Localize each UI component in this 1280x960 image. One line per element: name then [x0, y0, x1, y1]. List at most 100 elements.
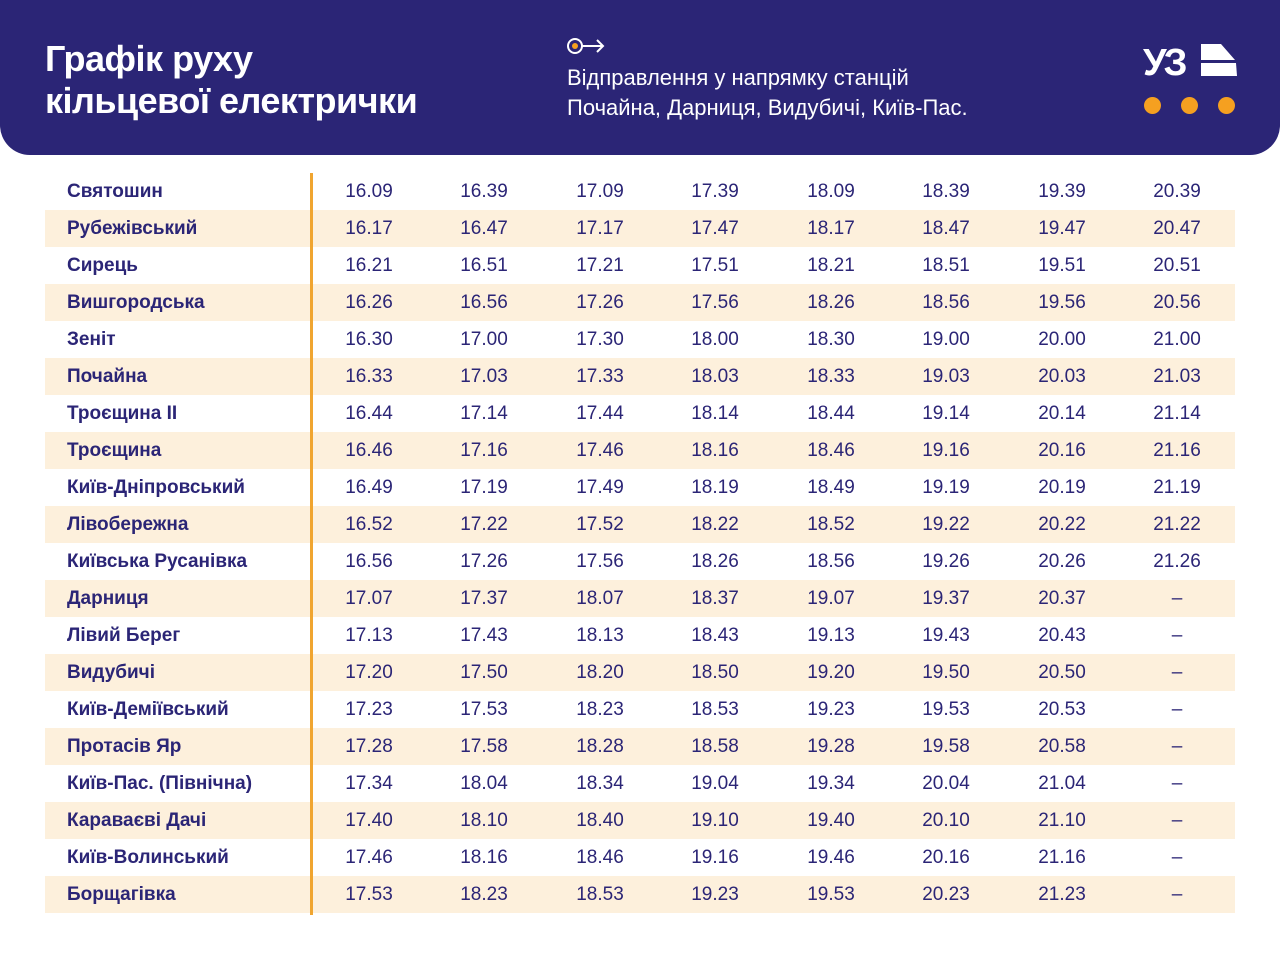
departure-time: 21.16: [1038, 846, 1086, 868]
departure-time: 20.37: [1038, 587, 1086, 609]
departure-time: 18.50: [691, 661, 739, 683]
departure-time: 19.14: [922, 402, 970, 424]
departure-time: 18.21: [807, 254, 855, 276]
departure-time: 19.46: [807, 846, 855, 868]
table-row: Караваєві Дачі 17.40 18.10 18.40 19.10 19.40 2…: [45, 802, 1235, 839]
departure-time: 18.22: [691, 513, 739, 535]
station-name: Святошин: [67, 180, 163, 202]
departure-time: 16.17: [345, 217, 393, 239]
station-name: Протасів Яр: [67, 735, 182, 757]
departure-time: 18.26: [807, 291, 855, 313]
departure-time: 17.09: [576, 180, 624, 202]
departure-time: 21.00: [1153, 328, 1201, 350]
station-name: Вишгородська: [67, 291, 205, 313]
departure-time: 21.10: [1038, 809, 1086, 831]
departure-time: 19.28: [807, 735, 855, 757]
departure-time: 16.44: [345, 402, 393, 424]
station-name: Троєщина: [67, 439, 162, 461]
departure-time: 18.20: [576, 661, 624, 683]
departure-time: 21.23: [1038, 883, 1086, 905]
departure-time: 19.58: [922, 735, 970, 757]
departure-time: 18.03: [691, 365, 739, 387]
departure-time: 19.43: [922, 624, 970, 646]
departure-time: 20.10: [922, 809, 970, 831]
dot-icon: [1218, 97, 1235, 114]
departure-time: 18.39: [922, 180, 970, 202]
departure-time: 17.07: [345, 587, 393, 609]
departure-time: 18.33: [807, 365, 855, 387]
departure-time: –: [1171, 661, 1183, 683]
schedule-table: Святошин 16.09 16.39 17.09 17.39 18.09 18.39 19…: [45, 173, 1235, 913]
departure-time: 18.56: [807, 550, 855, 572]
page-title: Графік руху кільцевої електрички: [45, 38, 418, 122]
departure-time: 16.30: [345, 328, 393, 350]
departure-time: 17.56: [576, 550, 624, 572]
departure-time: –: [1171, 624, 1183, 646]
departure-time: 19.39: [1038, 180, 1086, 202]
departure-time: 20.58: [1038, 735, 1086, 757]
departure-time: 19.00: [922, 328, 970, 350]
table-row: Київ-Деміївський 17.23 17.53 18.23 18.53 19.2…: [45, 691, 1235, 728]
departure-time: 19.50: [922, 661, 970, 683]
departure-time: 18.34: [576, 772, 624, 794]
departure-time: 19.53: [807, 883, 855, 905]
departure-time: 19.37: [922, 587, 970, 609]
departure-time: 17.17: [576, 217, 624, 239]
departure-time: 20.50: [1038, 661, 1086, 683]
departure-time: 20.56: [1153, 291, 1201, 313]
station-name: Борщагівка: [67, 883, 176, 905]
departure-time: 16.21: [345, 254, 393, 276]
station-name: Троєщина II: [67, 402, 178, 424]
departure-time: 19.04: [691, 772, 739, 794]
table-row: Сирець 16.21 16.51 17.21 17.51 18.21 18.51 19.5…: [45, 247, 1235, 284]
station-name: Сирець: [67, 254, 138, 276]
table-row: Зеніт 16.30 17.00 17.30 18.00 18.30 19.00 20.00…: [45, 321, 1235, 358]
departure-time: 17.49: [576, 476, 624, 498]
departure-time: 18.23: [576, 698, 624, 720]
departure-time: 20.43: [1038, 624, 1086, 646]
departure-arrow-icon: [567, 38, 605, 54]
departure-time: 17.34: [345, 772, 393, 794]
title-line-2: кільцевої електрички: [45, 80, 418, 121]
departure-time: 17.46: [345, 846, 393, 868]
departure-time: 16.51: [460, 254, 508, 276]
departure-time: 17.53: [345, 883, 393, 905]
departure-time: –: [1171, 772, 1183, 794]
departure-time: 20.14: [1038, 402, 1086, 424]
table-row: Київ-Пас. (Північна) 17.34 18.04 18.34 19.04…: [45, 765, 1235, 802]
departure-time: 18.46: [576, 846, 624, 868]
departure-time: 18.56: [922, 291, 970, 313]
station-name: Дарниця: [67, 587, 149, 609]
departure-time: 17.52: [576, 513, 624, 535]
departure-time: 17.37: [460, 587, 508, 609]
departure-time: 17.28: [345, 735, 393, 757]
departure-time: 20.51: [1153, 254, 1201, 276]
departure-time: 19.53: [922, 698, 970, 720]
departure-time: 19.16: [922, 439, 970, 461]
departure-time: 20.39: [1153, 180, 1201, 202]
departure-time: 17.19: [460, 476, 508, 498]
table-row: Святошин 16.09 16.39 17.09 17.39 18.09 18.39 19…: [45, 173, 1235, 210]
departure-time: –: [1171, 883, 1183, 905]
departure-time: 16.56: [460, 291, 508, 313]
departure-time: 17.44: [576, 402, 624, 424]
departure-time: 19.23: [691, 883, 739, 905]
departure-time: 18.16: [691, 439, 739, 461]
svg-text:УЗ: УЗ: [1143, 42, 1187, 78]
column-divider: [310, 173, 313, 915]
departure-time: 17.46: [576, 439, 624, 461]
departure-time: 17.43: [460, 624, 508, 646]
departure-time: 20.23: [922, 883, 970, 905]
departure-time: 17.20: [345, 661, 393, 683]
departure-time: 20.16: [922, 846, 970, 868]
departure-time: 17.16: [460, 439, 508, 461]
station-name: Зеніт: [67, 328, 116, 350]
departure-time: 19.40: [807, 809, 855, 831]
station-name: Почайна: [67, 365, 148, 387]
departure-time: 21.04: [1038, 772, 1086, 794]
departure-time: 17.22: [460, 513, 508, 535]
departure-time: 18.19: [691, 476, 739, 498]
departure-time: 17.58: [460, 735, 508, 757]
table-row: Дарниця 17.07 17.37 18.07 18.37 19.07 19.37 20.…: [45, 580, 1235, 617]
departure-time: 17.26: [460, 550, 508, 572]
